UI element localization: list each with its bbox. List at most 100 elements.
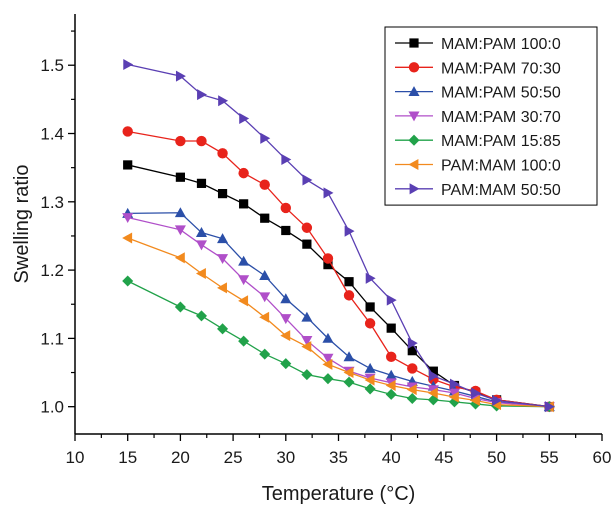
- data-point: [344, 277, 354, 287]
- data-point: [364, 374, 375, 386]
- data-point: [385, 379, 396, 392]
- data-point: [301, 341, 312, 353]
- data-point: [471, 387, 482, 399]
- data-point: [343, 376, 355, 388]
- y-tick-label: 1.4: [40, 125, 64, 144]
- data-point: [280, 330, 291, 342]
- data-point: [302, 174, 313, 186]
- data-point: [238, 335, 250, 347]
- data-point: [448, 391, 459, 403]
- legend-marker: [408, 111, 420, 122]
- y-tick-label: 1.5: [40, 56, 64, 75]
- legend-marker: [408, 86, 420, 97]
- data-point: [448, 388, 460, 399]
- data-point: [386, 351, 397, 363]
- data-point: [122, 126, 133, 137]
- data-point: [323, 260, 333, 270]
- data-point: [302, 239, 312, 249]
- data-point: [407, 346, 417, 356]
- data-point: [196, 178, 207, 188]
- data-point: [365, 302, 375, 312]
- data-point: [406, 392, 418, 405]
- x-tick-label: 55: [540, 448, 559, 467]
- data-point: [386, 294, 397, 306]
- y-tick-label: 1.3: [40, 193, 64, 212]
- data-point: [174, 301, 186, 313]
- data-point: [195, 227, 207, 237]
- series-line: [127, 237, 550, 408]
- data-point: [259, 179, 270, 190]
- legend-label: MAM:PAM 50:50: [441, 85, 561, 102]
- data-point: [343, 367, 354, 379]
- legend-item: MAM:PAM 100:0: [395, 36, 561, 53]
- series-4: [122, 275, 555, 413]
- data-point: [385, 369, 397, 380]
- y-axis-label: Swelling ratio: [11, 165, 33, 284]
- data-point: [280, 202, 291, 214]
- axes: 10 15 20 25 30 35 40 45 50 55 60 1.0 1.1 1.2 1.3 1.4 1.5: [40, 14, 611, 467]
- data-point: [322, 358, 333, 370]
- data-point: [239, 112, 250, 125]
- data-point: [259, 311, 270, 323]
- data-point: [407, 337, 418, 349]
- data-point: [195, 240, 207, 251]
- x-tick-label: 25: [224, 448, 243, 467]
- data-point: [217, 189, 228, 199]
- x-tick-label: 20: [171, 448, 190, 467]
- data-point: [260, 213, 270, 223]
- x-tick-label: 50: [487, 448, 506, 467]
- data-point: [301, 336, 313, 346]
- data-point: [174, 225, 186, 236]
- data-point: [343, 351, 355, 362]
- data-point: [217, 282, 227, 294]
- x-tick-label: 35: [329, 448, 348, 467]
- data-point: [322, 353, 334, 364]
- data-point: [123, 59, 134, 71]
- legend-item: MAM:PAM 30:70: [395, 109, 561, 126]
- data-point: [365, 272, 376, 284]
- legend-marker: [409, 183, 420, 195]
- legend-marker: [408, 62, 420, 73]
- data-point: [386, 323, 396, 333]
- data-point: [123, 160, 133, 170]
- x-axis-label: Temperature (°C): [262, 483, 416, 505]
- x-tick-label: 60: [593, 448, 612, 467]
- data-point: [450, 378, 460, 390]
- data-point: [470, 395, 480, 407]
- data-point: [259, 348, 271, 360]
- data-point: [238, 275, 250, 286]
- data-point: [406, 384, 417, 396]
- series-3: [122, 213, 555, 413]
- legend-label: MAM:PAM 100:0: [441, 36, 561, 53]
- legend-label: PAM:MAM 50:50: [441, 182, 561, 199]
- data-point: [175, 172, 185, 182]
- legend-item: MAM:PAM 50:50: [395, 85, 561, 102]
- data-point: [197, 89, 207, 101]
- legend-item: MAM:PAM 15:85: [395, 133, 561, 150]
- series-layer: [122, 59, 555, 413]
- data-point: [174, 252, 185, 264]
- data-point: [122, 213, 134, 224]
- data-point: [218, 95, 229, 107]
- series-5: [122, 232, 554, 413]
- legend-label: MAM:PAM 15:85: [441, 133, 561, 150]
- legend-label: MAM:PAM 30:70: [441, 109, 561, 126]
- data-point: [195, 267, 206, 280]
- data-point: [174, 207, 186, 218]
- x-tick-label: 10: [66, 448, 85, 467]
- data-point: [217, 148, 228, 159]
- series-line: [127, 212, 550, 408]
- data-point: [238, 255, 250, 266]
- data-point: [217, 233, 229, 244]
- legend-marker: [409, 38, 419, 48]
- data-point: [427, 387, 438, 399]
- data-point: [364, 362, 376, 373]
- x-tick-label: 30: [276, 448, 295, 467]
- data-point: [122, 275, 134, 287]
- legend-label: MAM:PAM 70:30: [441, 60, 561, 77]
- legend-item: PAM:MAM 100:0: [395, 158, 561, 175]
- data-point: [196, 135, 207, 147]
- series-line: [127, 280, 550, 408]
- data-point: [280, 358, 292, 370]
- data-point: [259, 270, 271, 280]
